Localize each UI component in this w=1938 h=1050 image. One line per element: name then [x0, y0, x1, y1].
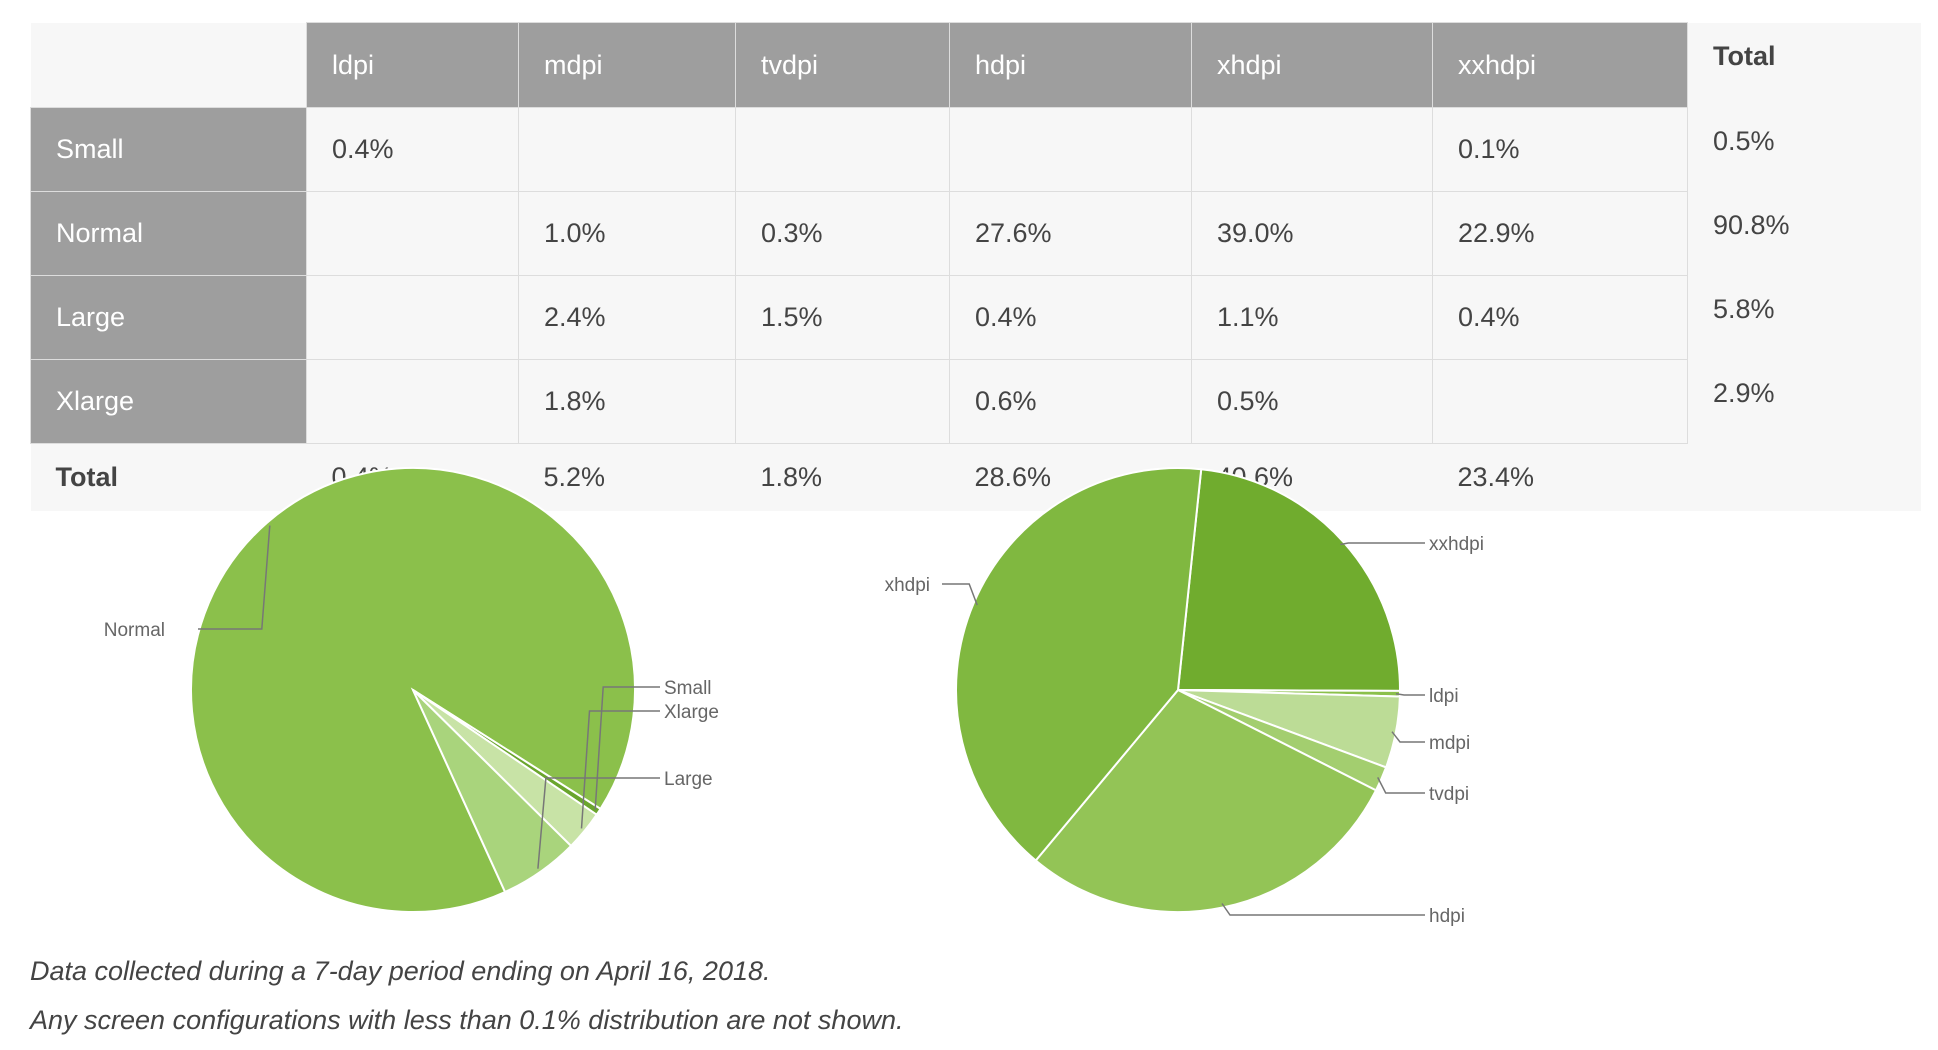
row-header-normal: Normal	[30, 191, 307, 276]
threshold-note: Any screen configurations with less than…	[30, 1005, 904, 1035]
data-collection-note: Data collected during a 7-day period end…	[30, 956, 771, 986]
column-total: 1.8%	[735, 443, 950, 511]
table-cell	[306, 359, 519, 444]
table-corner	[30, 22, 307, 108]
pie-label-large: Large	[664, 769, 713, 790]
row-header-xlarge: Xlarge	[30, 359, 307, 444]
leader-line-xlarge	[580, 710, 660, 829]
table-row-normal: Normal 1.0% 0.3% 27.6% 39.0% 22.9% 90.8%	[30, 191, 1921, 276]
table-row-large: Large 2.4% 1.5% 0.4% 1.1% 0.4% 5.8%	[30, 275, 1921, 360]
leader-line-ldpi	[1395, 692, 1425, 696]
leader-line-small	[594, 686, 660, 810]
leader-line-xhdpi	[942, 583, 978, 606]
col-header-ldpi: ldpi	[306, 22, 519, 108]
table-cell: 27.6%	[949, 191, 1192, 276]
table-cell: 1.5%	[735, 275, 950, 360]
table-cell: 0.1%	[1432, 107, 1688, 192]
row-total-xlarge: 2.9%	[1687, 359, 1921, 444]
leader-line-mdpi	[1391, 731, 1425, 743]
col-header-total: Total	[1687, 22, 1921, 108]
col-header-tvdpi: tvdpi	[735, 22, 950, 108]
pie-chart-screen-density: xxhdpi ldpi mdpi tvdpi hdpi xhdpi	[885, 467, 1484, 927]
col-header-xhdpi: xhdpi	[1191, 22, 1433, 108]
row-header-total: Total	[30, 443, 307, 511]
row-total-large: 5.8%	[1687, 275, 1921, 360]
table-cell	[735, 359, 950, 444]
row-header-small: Small	[30, 107, 307, 192]
table-cell: 0.6%	[949, 359, 1192, 444]
table-cell: 0.4%	[1432, 275, 1688, 360]
pie-charts: Normal Small Xlarge Large xxhdpi ldpi mdpi tvd…	[104, 467, 1484, 927]
table-cell: 22.9%	[1432, 191, 1688, 276]
pie-label-small: Small	[664, 678, 712, 699]
col-header-hdpi: hdpi	[949, 22, 1192, 108]
table-cell: 1.1%	[1191, 275, 1433, 360]
table-header-row: ldpi mdpi tvdpi hdpi xhdpi xxhdpi Total	[30, 22, 1921, 108]
table-cell: 0.5%	[1191, 359, 1433, 444]
table-cell: 2.4%	[518, 275, 736, 360]
column-total: 5.2%	[518, 443, 736, 511]
table-row-xlarge: Xlarge 1.8% 0.6% 0.5% 2.9%	[30, 359, 1921, 444]
pie-label-mdpi: mdpi	[1429, 733, 1470, 754]
table-cell	[518, 107, 736, 192]
table-cell: 1.0%	[518, 191, 736, 276]
pie-label-xhdpi: xhdpi	[885, 575, 930, 596]
row-total-normal: 90.8%	[1687, 191, 1921, 276]
table-cell: 1.8%	[518, 359, 736, 444]
column-total: 23.4%	[1432, 443, 1688, 511]
leader-line-hdpi	[1221, 903, 1425, 916]
table-cell	[306, 191, 519, 276]
col-header-xxhdpi: xxhdpi	[1432, 22, 1688, 108]
row-total-small: 0.5%	[1687, 107, 1921, 192]
leader-line-xxhdpi	[1340, 542, 1425, 546]
table-cell: 0.3%	[735, 191, 950, 276]
table-row-small: Small 0.4% 0.1% 0.5%	[30, 107, 1921, 192]
table-cell	[949, 107, 1192, 192]
table-cell: 0.4%	[306, 107, 519, 192]
table-cell	[735, 107, 950, 192]
table-cell: 39.0%	[1191, 191, 1433, 276]
table-cell	[1191, 107, 1433, 192]
pie-label-hdpi: hdpi	[1429, 906, 1465, 927]
pie-slice-xhdpi	[955, 467, 1203, 862]
table-cell	[1432, 359, 1688, 444]
pie-label-ldpi: ldpi	[1429, 686, 1459, 707]
table-cell	[306, 275, 519, 360]
leader-line-normal	[198, 525, 271, 630]
pie-slice-xxhdpi	[1176, 468, 1402, 692]
table-total-empty	[1687, 443, 1921, 511]
screen-density-table: ldpi mdpi tvdpi hdpi xhdpi xxhdpi Total …	[30, 22, 1921, 511]
pie-slice-hdpi	[1034, 688, 1378, 913]
col-header-mdpi: mdpi	[518, 22, 736, 108]
pie-chart-screen-size: Normal Small Xlarge Large	[104, 467, 719, 913]
pie-label-xxhdpi: xxhdpi	[1429, 534, 1484, 555]
row-header-large: Large	[30, 275, 307, 360]
pie-label-tvdpi: tvdpi	[1429, 784, 1469, 805]
leader-line-tvdpi	[1377, 777, 1425, 794]
table-cell: 0.4%	[949, 275, 1192, 360]
pie-slice-large	[412, 689, 573, 894]
pie-label-normal: Normal	[104, 620, 165, 641]
pie-label-xlarge: Xlarge	[664, 702, 719, 723]
leader-line-large	[537, 777, 660, 869]
